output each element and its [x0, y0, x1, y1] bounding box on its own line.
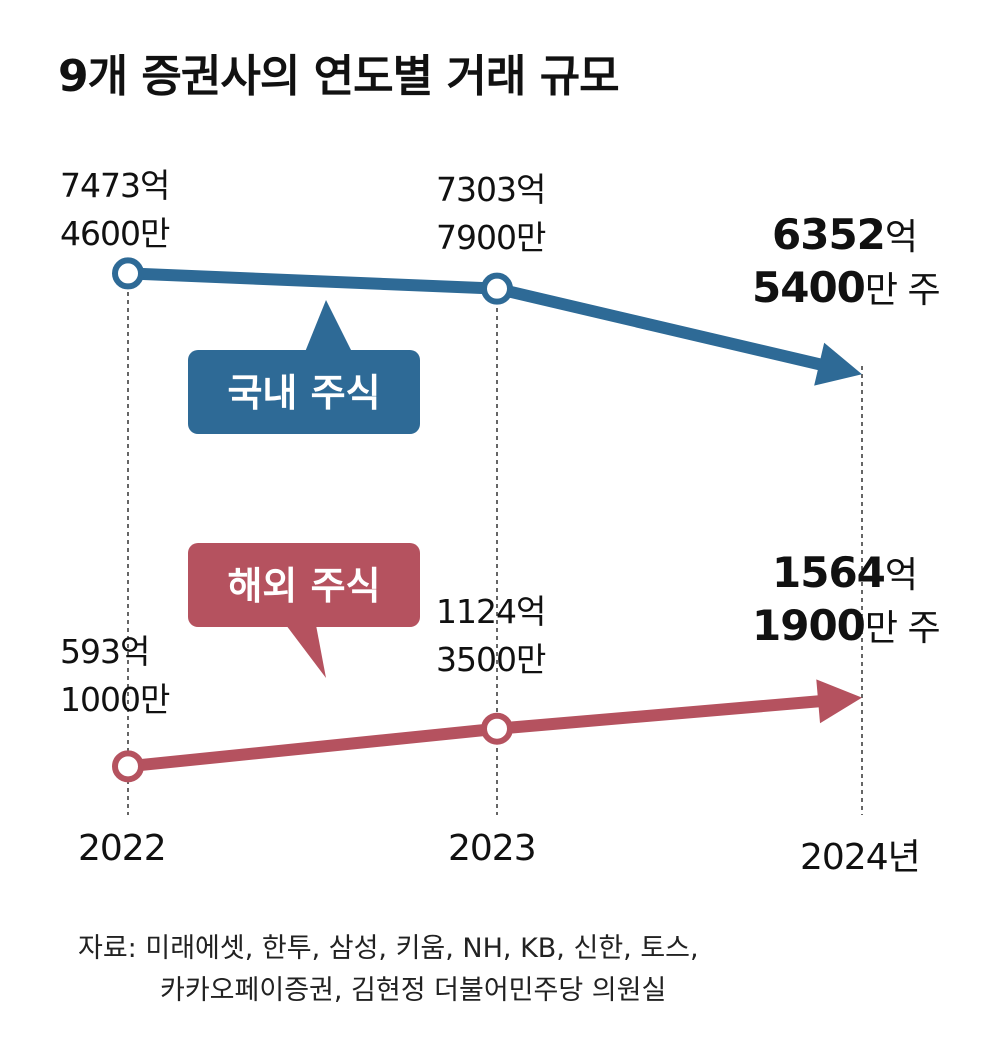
- domestic-arrowhead-2024: [814, 342, 862, 386]
- overseas-point-2023: [481, 712, 513, 745]
- overseas-label-2024: 1564억 1900만 주: [752, 548, 941, 650]
- domestic-point-2023: [481, 272, 513, 305]
- overseas-label-2023: 1124억 3500만: [436, 592, 546, 679]
- domestic-badge-tail: [305, 300, 352, 352]
- series-lines: [127, 267, 862, 773]
- x-tick-2023: 2023: [448, 828, 537, 869]
- overseas-line-segment-1: [127, 722, 498, 773]
- overseas-line-segment-2: [496, 695, 823, 735]
- overseas-label-2022: 593억 1000만: [60, 632, 170, 719]
- source-line-2: 카카오페이증권, 김현정 더불어민주당 의원실: [160, 975, 667, 1006]
- domestic-line-segment-1: [127, 267, 498, 295]
- domestic-badge-label: 국내 주식: [227, 371, 380, 415]
- domestic-label-2024: 6352억 5400만 주: [752, 210, 941, 312]
- domestic-point-2022: [112, 257, 144, 290]
- overseas-point-2022: [112, 750, 144, 783]
- source-note: 자료: 미래에셋, 한투, 삼성, 키움, NH, KB, 신한, 토스, 카카…: [78, 928, 699, 1012]
- overseas-badge-tail: [286, 625, 326, 678]
- source-line-1: 자료: 미래에셋, 한투, 삼성, 키움, NH, KB, 신한, 토스,: [78, 933, 699, 964]
- x-tick-2022: 2022: [78, 828, 167, 869]
- chart-title: 9개 증권사의 연도별 거래 규모: [58, 51, 620, 102]
- x-tick-2024: 2024년: [800, 837, 921, 878]
- overseas-arrowhead-2024: [816, 679, 862, 724]
- overseas-badge-label: 해외 주식: [227, 564, 380, 608]
- guide-lines: [127, 292, 863, 815]
- domestic-label-2023: 7303억 7900만: [436, 170, 546, 257]
- domestic-label-2022: 7473억 4600만: [60, 166, 170, 253]
- data-points: [112, 257, 513, 783]
- domestic-line-segment-2: [495, 282, 825, 371]
- domestic-badge: [188, 350, 420, 434]
- overseas-badge: [188, 543, 420, 627]
